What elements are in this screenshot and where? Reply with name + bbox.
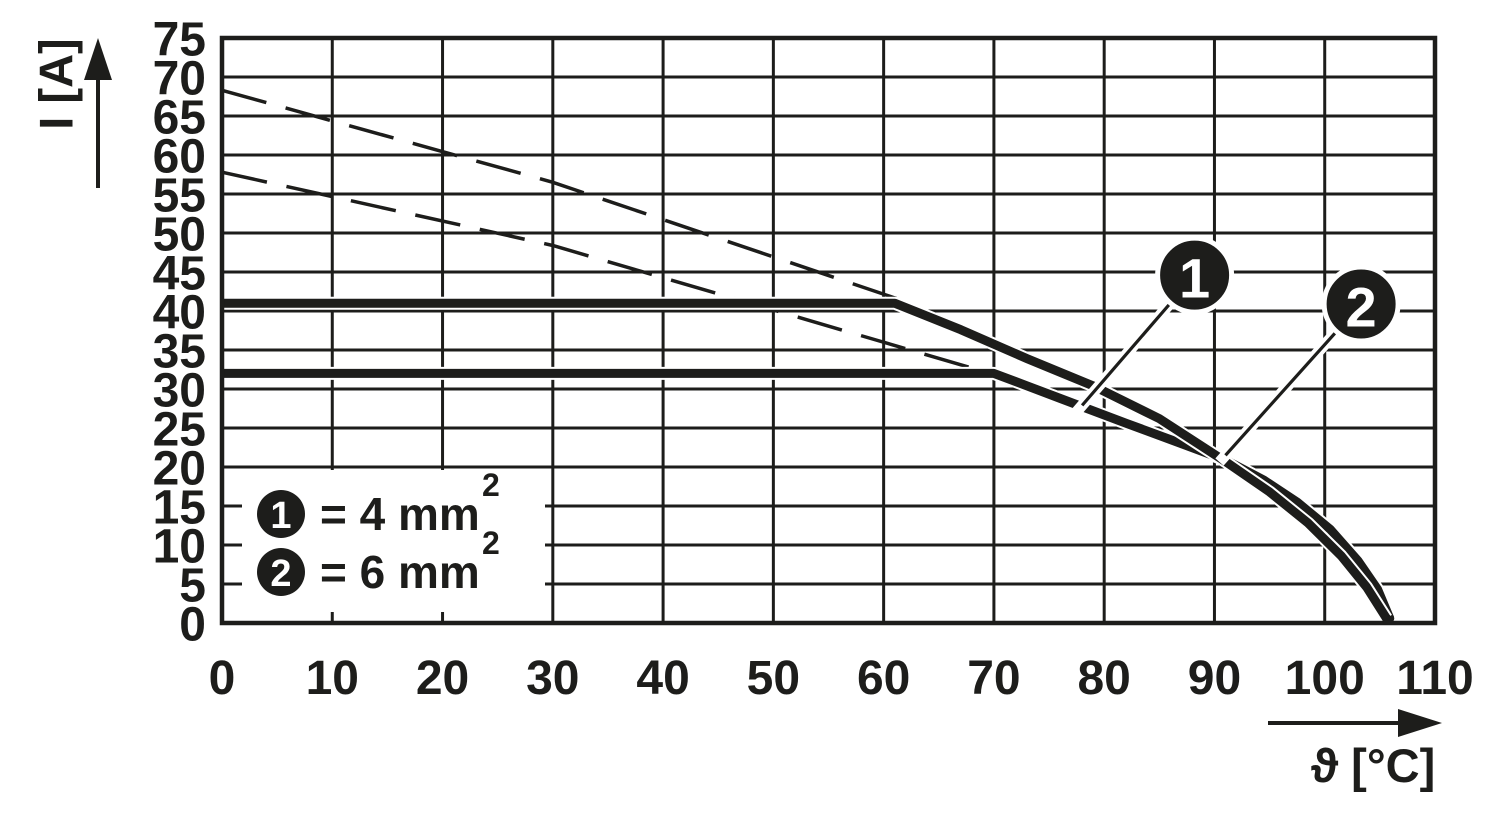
y-tick-label-60: 60	[153, 131, 206, 184]
x-tick-label-0: 0	[209, 652, 236, 705]
callout-1-leader-line	[1080, 302, 1171, 407]
x-tick-label-90: 90	[1188, 652, 1241, 705]
y-tick-label-40: 40	[153, 287, 206, 340]
legend-entry-1: 1 = 4 mm2	[257, 467, 500, 540]
y-tick-label-30: 30	[153, 365, 206, 418]
dashed-limit-4mm2	[221, 170, 1045, 391]
y-tick-label-10: 10	[153, 521, 206, 574]
legend-entry-2: 2 = 6 mm2	[257, 525, 500, 598]
y-tick-label-20: 20	[153, 443, 206, 496]
legend-marker-1-icon	[257, 490, 305, 538]
dashed-limit-curves	[221, 88, 1045, 391]
x-axis-label: ϑ [°C]	[1311, 739, 1435, 792]
y-axis-label: I [A]	[30, 38, 83, 129]
y-tick-label-70: 70	[153, 53, 206, 106]
y-tick-label-45: 45	[153, 248, 206, 301]
derating-curves	[222, 296, 1396, 623]
callout-2: 2	[1215, 264, 1401, 466]
callout-2-marker-icon	[1321, 264, 1401, 344]
y-axis-label-group: I [A]	[30, 38, 112, 188]
y-tick-label-65: 65	[153, 92, 206, 145]
callout-1-marker-icon	[1155, 235, 1235, 315]
y-tick-label-50: 50	[153, 209, 206, 262]
x-tick-label-40: 40	[636, 652, 689, 705]
x-tick-label-50: 50	[747, 652, 800, 705]
callout-1-digit: 1	[1179, 247, 1210, 310]
legend-marker-digit: 1	[270, 495, 291, 537]
curve-2-6mm2	[222, 298, 1391, 621]
x-tick-label-110: 110	[1396, 652, 1473, 705]
y-tick-label-55: 55	[153, 170, 206, 223]
callout-2-digit: 2	[1346, 275, 1377, 338]
legend-marker-2-icon	[257, 548, 305, 596]
legend-entry-exponent: 2	[482, 525, 500, 561]
x-tick-label-10: 10	[306, 652, 359, 705]
y-tick-label-5: 5	[179, 560, 206, 613]
x-tick-label-20: 20	[416, 652, 469, 705]
plot-border	[219, 35, 1438, 626]
y-tick-label-25: 25	[153, 404, 206, 457]
plot-border-rect	[219, 35, 1438, 626]
dashed-limit-6mm2	[221, 88, 907, 304]
x-axis-arrow-icon	[1398, 709, 1442, 737]
x-tick-label-30: 30	[526, 652, 579, 705]
callout-1: 1	[1072, 235, 1235, 416]
x-tick-label-100: 100	[1285, 652, 1365, 705]
y-tick-label-0: 0	[179, 599, 206, 652]
x-axis-label-group: ϑ [°C]	[1268, 709, 1442, 792]
y-tick-label-15: 15	[153, 482, 206, 535]
legend-entry-label: = 6 mm	[320, 546, 480, 598]
legend-entry-label: = 4 mm	[320, 488, 480, 540]
x-tick-label-60: 60	[857, 652, 910, 705]
curve-2-6mm2-end-dot	[1381, 613, 1391, 623]
callout-2-leader-line	[1224, 331, 1337, 457]
y-axis-arrow-icon	[84, 38, 112, 80]
x-tick-label-70: 70	[967, 652, 1020, 705]
y-tick-label-75: 75	[153, 14, 206, 67]
x-tick-label-80: 80	[1077, 652, 1130, 705]
legend-entry-exponent: 2	[482, 467, 500, 503]
y-tick-label-35: 35	[153, 326, 206, 379]
legend-marker-digit: 2	[270, 553, 291, 595]
